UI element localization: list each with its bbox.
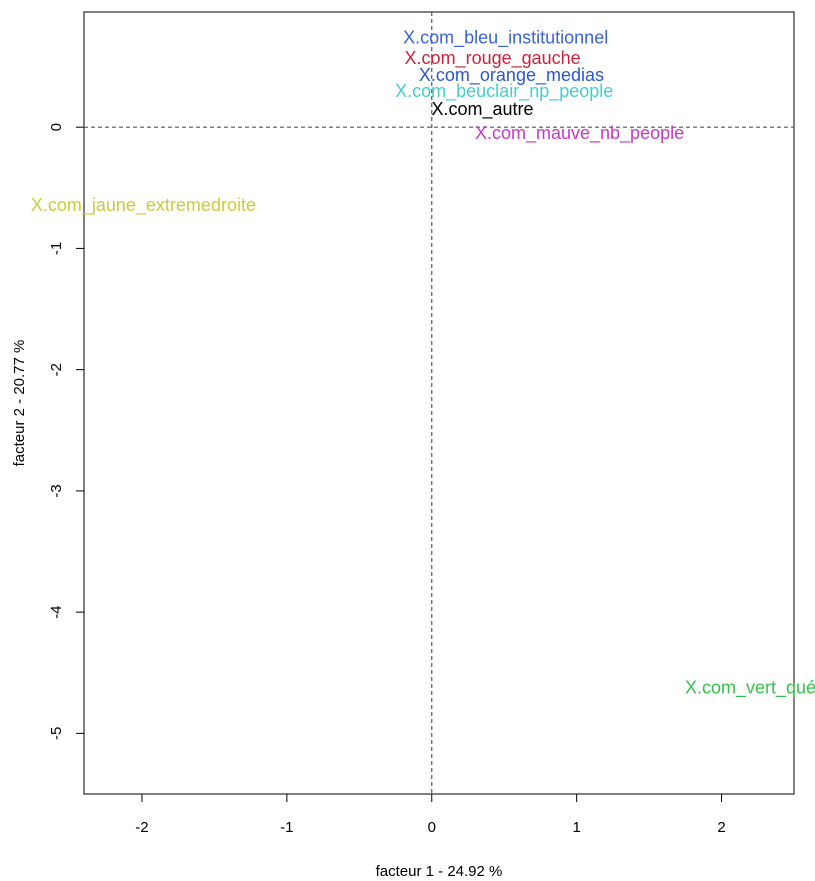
x-tick-label: 0 <box>428 819 436 836</box>
y-tick-label: -2 <box>48 363 65 376</box>
point-label: X.com_bleu_institutionnel <box>403 27 608 48</box>
point-label: X.com_beuclair_np_people <box>395 81 613 102</box>
y-tick-label: -1 <box>48 242 65 255</box>
reference-lines <box>84 12 794 794</box>
x-tick-label: 1 <box>572 819 580 836</box>
x-tick-label: -2 <box>135 819 148 836</box>
y-tick-label: -4 <box>48 605 65 618</box>
point-label: X.com_orange_medias <box>419 65 604 86</box>
x-tick-label: -1 <box>280 819 293 836</box>
y-tick-label: -5 <box>48 727 65 740</box>
plot-frame <box>83 11 795 795</box>
point-label: X.com_autre <box>431 99 533 120</box>
x-axis-title: facteur 1 - 24.92 % <box>376 863 503 880</box>
point-label: X.com_mauve_nb_people <box>475 123 684 144</box>
y-tick-label: -3 <box>48 484 65 497</box>
point-label: X.com_rouge_gauche <box>405 48 581 69</box>
point-labels: X.com_bleu_institutionnelX.com_rouge_gau… <box>31 27 815 698</box>
y-tick-label: 0 <box>48 123 65 131</box>
y-axis-title: facteur 2 - 20.77 % <box>11 340 28 467</box>
point-label: X.com_vert_québec <box>685 677 815 698</box>
x-axis: -2 -1 0 1 2 <box>135 794 726 836</box>
y-axis: 0 -1 -2 -3 -4 -5 <box>48 123 84 740</box>
point-label: X.com_jaune_extremedroite <box>31 195 256 216</box>
x-tick-label: 2 <box>717 819 725 836</box>
